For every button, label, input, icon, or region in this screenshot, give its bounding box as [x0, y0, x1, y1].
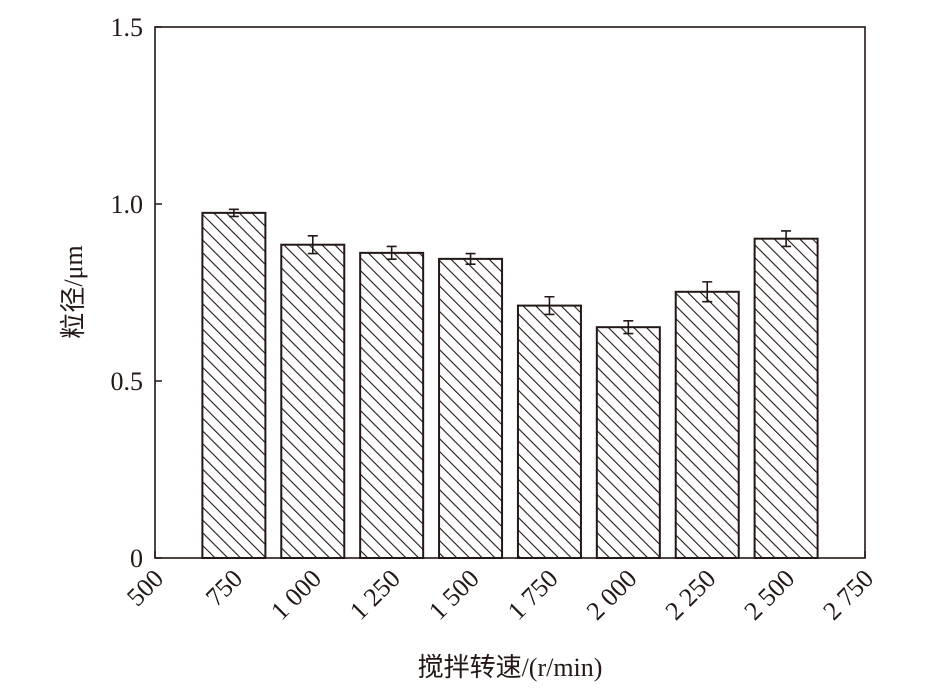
y-tick-label: 0.5 — [111, 367, 144, 396]
error-bar — [544, 295, 555, 316]
bar — [753, 237, 819, 560]
x-tick-label: 500 — [121, 564, 169, 612]
x-tick-label: 2 000 — [581, 564, 643, 626]
x-tick-label: 1 500 — [423, 564, 485, 626]
y-axis-label: 粒径/μm — [59, 245, 88, 338]
error-bar — [781, 230, 792, 248]
x-tick-label: 2 750 — [817, 564, 879, 626]
x-tick-label: 1 250 — [344, 564, 406, 626]
error-bar — [702, 281, 713, 303]
bar — [516, 304, 582, 559]
bar — [674, 290, 740, 559]
x-tick-label: 1 750 — [502, 564, 564, 626]
error-bar — [386, 245, 397, 261]
x-axis-label: 搅拌转速/(r/min) — [418, 653, 603, 682]
bar — [201, 211, 267, 559]
x-tick-label: 750 — [200, 564, 248, 612]
plot-frame — [154, 26, 866, 559]
error-bar — [465, 252, 476, 265]
error-bar — [307, 235, 318, 255]
y-tick-label: 1.0 — [111, 190, 144, 219]
x-tick-label: 2 500 — [738, 564, 800, 626]
y-tick-label: 1.5 — [111, 13, 144, 42]
error-bar — [228, 208, 239, 218]
bar — [438, 257, 504, 559]
x-tick-label: 2 250 — [660, 564, 722, 626]
y-tick-label: 0 — [130, 544, 143, 573]
error-bar — [623, 320, 634, 335]
bar — [280, 243, 346, 560]
bar — [359, 251, 425, 560]
x-tick-label: 1 000 — [265, 564, 327, 626]
bar — [595, 326, 661, 559]
